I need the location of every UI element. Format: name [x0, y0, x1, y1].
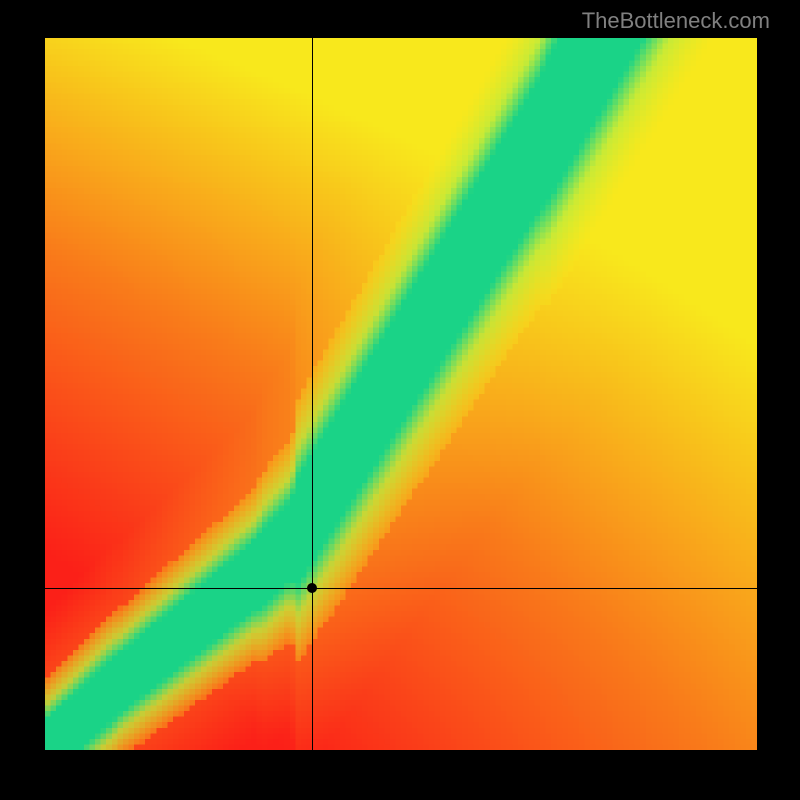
chart-container: { "watermark": { "text": "TheBottleneck.… [0, 0, 800, 800]
watermark-text: TheBottleneck.com [582, 8, 770, 34]
crosshair-horizontal [45, 588, 757, 589]
bottleneck-heatmap [45, 38, 757, 750]
crosshair-vertical [312, 38, 313, 750]
